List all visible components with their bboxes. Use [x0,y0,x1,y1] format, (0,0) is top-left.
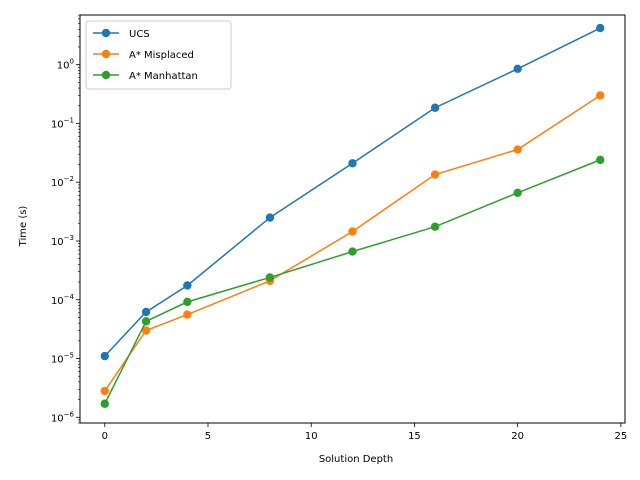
x-tick-label: 5 [205,431,211,442]
series-line [104,159,601,405]
legend-label: A* Manhattan [129,71,198,82]
data-point [183,281,192,290]
y-axis-label: Time (s) [18,206,29,248]
x-tick-label: 10 [305,431,318,442]
x-axis-label: Solution Depth [319,454,393,465]
data-point [141,317,151,326]
series-line [104,27,601,357]
data-point [596,91,605,100]
data-point [513,188,522,198]
y-tick-label: 10−1 [51,116,74,130]
data-point [430,222,440,231]
y-tick-label: 10−3 [51,234,74,248]
data-point [100,399,109,408]
plot-area [100,23,605,408]
legend-label: A* Misplaced [129,50,194,61]
y-tick-label: 10−6 [51,410,75,424]
legend-marker [101,70,111,80]
legend-marker [101,28,111,38]
data-point [348,247,357,256]
x-tick-label: 15 [408,431,421,442]
data-point [348,227,357,236]
x-axis-ticks: 0 5 10 15 20 25 [102,423,628,442]
y-tick-label: 10−5 [51,352,74,366]
legend-box [85,20,232,90]
y-tick-label: 10−4 [51,293,75,307]
x-tick-label: 20 [511,431,524,442]
series-line [104,94,601,392]
legend: UCS A* Misplaced A* Manhattan [85,20,232,90]
data-point [430,103,440,112]
x-tick-label: 0 [102,431,108,442]
data-point [183,297,192,307]
y-tick-label: 100 [57,58,74,72]
legend-marker [101,49,111,59]
data-point [265,273,275,282]
data-point [348,159,357,168]
data-point [513,64,522,74]
data-point [100,386,109,396]
data-point [513,145,522,154]
data-point [596,155,605,165]
plot-frame [79,14,626,424]
data-point [141,326,151,335]
y-tick-label: 10−2 [51,175,74,189]
data-point [141,307,151,317]
data-point [265,213,275,222]
legend-label: UCS [129,29,150,40]
x-tick-label: 25 [615,431,628,442]
data-point [596,23,605,33]
data-point [100,351,109,361]
data-point [430,170,440,179]
y-axis-ticks: 10−6 10−5 10−4 10−3 10−2 10−1 100 [51,14,80,424]
data-point [183,310,192,319]
